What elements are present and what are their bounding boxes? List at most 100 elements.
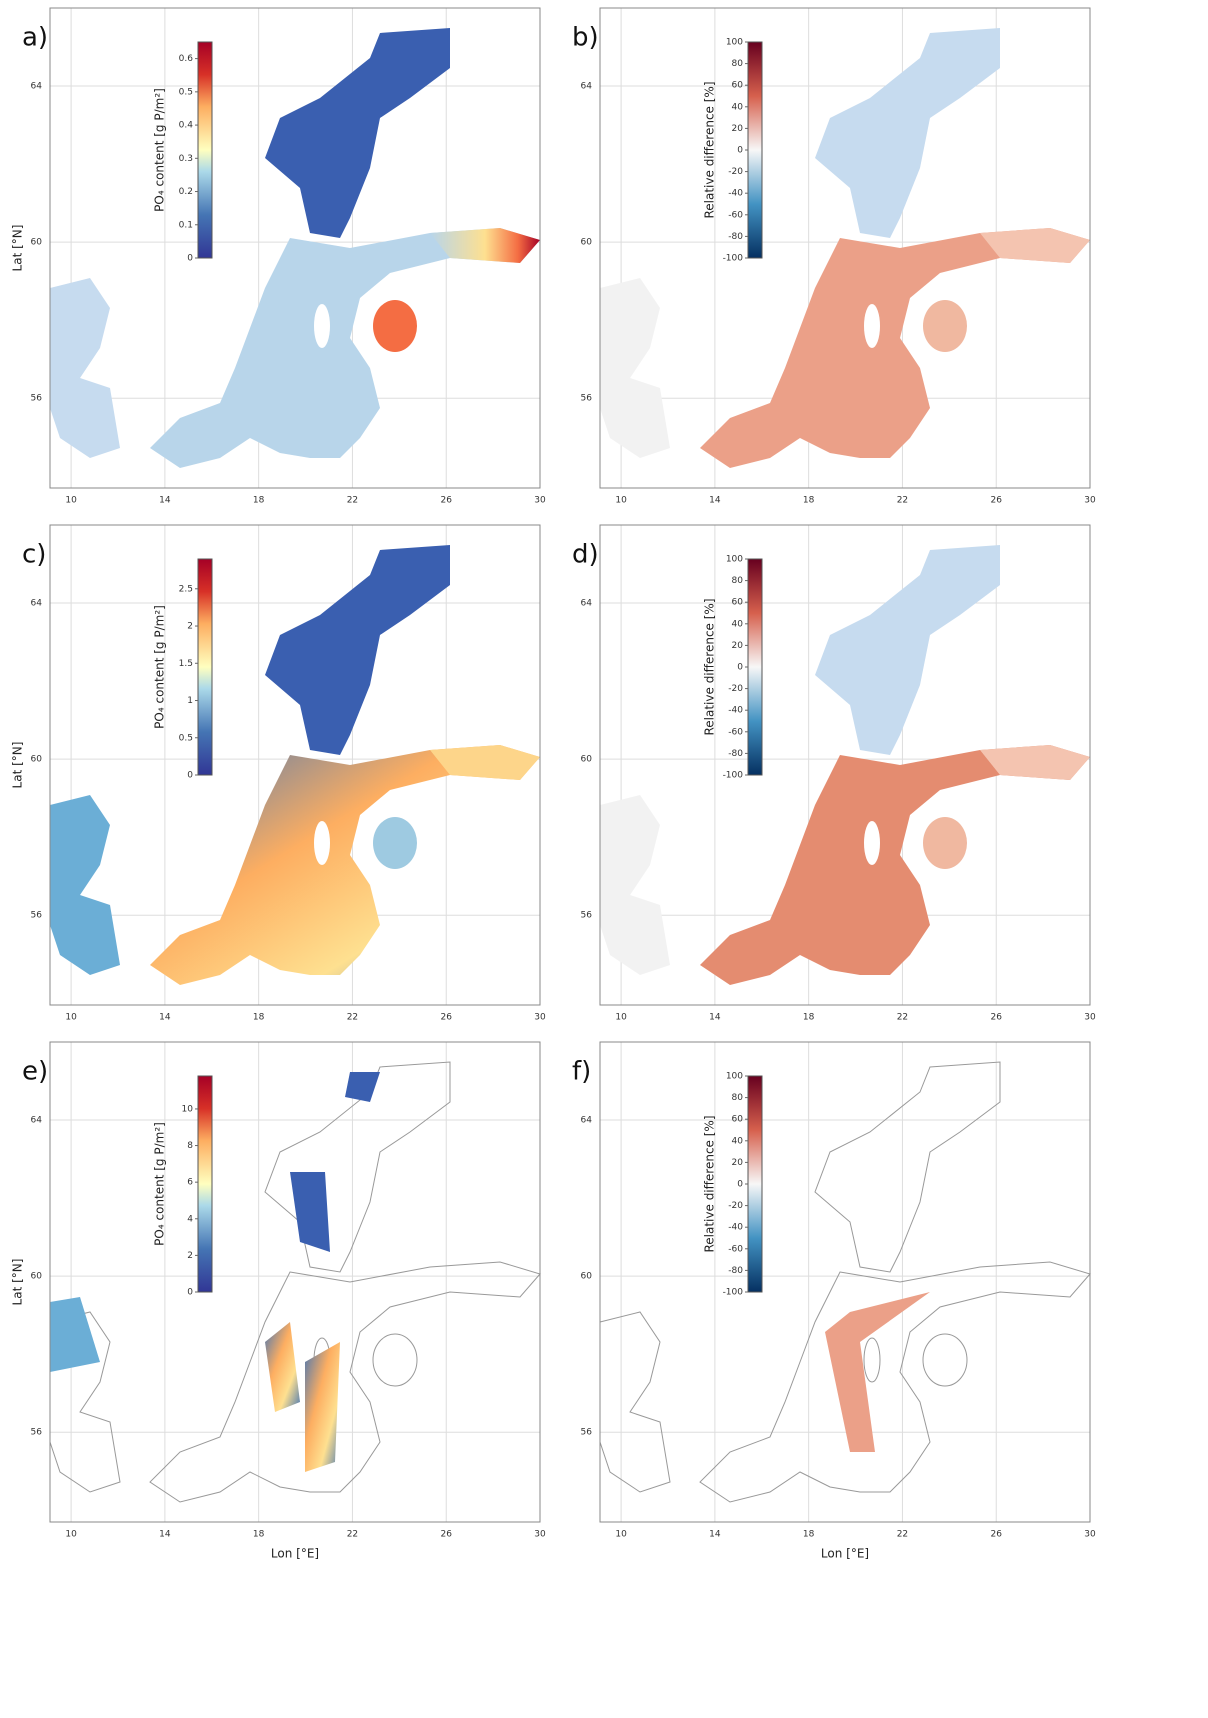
map-panel: 10 14 18 22 26 30 56 60 64 f) -100 -80 -60 -40 -20 0 20 4… bbox=[572, 1041, 1096, 1540]
colorbar-tick-label: 2 bbox=[187, 1251, 193, 1261]
colorbar-tick-label: -80 bbox=[728, 232, 743, 242]
colorbar-tick-label: -80 bbox=[728, 749, 743, 759]
y-tick-label: 56 bbox=[31, 1428, 43, 1438]
colorbar bbox=[197, 1075, 213, 1293]
colorbar-tick-label: -100 bbox=[723, 254, 744, 264]
x-tick-label: 10 bbox=[615, 1013, 627, 1023]
panel-letter: c) bbox=[22, 540, 46, 570]
sea-area bbox=[150, 745, 540, 985]
sea-area bbox=[305, 1342, 340, 1472]
x-tick-label: 18 bbox=[253, 1013, 265, 1023]
colorbar-tick-label: 0.2 bbox=[179, 187, 193, 197]
colorbar-tick-label: 1 bbox=[187, 696, 193, 706]
y-axis-label: Lat [°N] bbox=[11, 742, 25, 789]
y-tick-label: 64 bbox=[31, 1116, 43, 1126]
colorbar bbox=[747, 558, 763, 776]
gulf-of-riga bbox=[923, 817, 967, 869]
x-tick-label: 30 bbox=[1084, 496, 1096, 506]
y-tick-label: 60 bbox=[31, 1272, 43, 1282]
colorbar-tick-label: 0.4 bbox=[179, 121, 194, 131]
colorbar-tick-label: 0 bbox=[737, 663, 743, 673]
panel-letter: f) bbox=[572, 1057, 591, 1087]
panel-letter: d) bbox=[572, 540, 599, 570]
y-tick-label: 60 bbox=[581, 1272, 593, 1282]
sea-area bbox=[600, 795, 670, 975]
x-axis-label: Lon [°E] bbox=[271, 1547, 319, 1561]
colorbar-tick-label: -20 bbox=[728, 167, 743, 177]
x-tick-label: 14 bbox=[709, 1530, 721, 1540]
y-tick-label: 56 bbox=[581, 1428, 593, 1438]
colorbar-tick-label: 0 bbox=[187, 254, 193, 264]
island bbox=[864, 304, 880, 348]
y-tick-label: 64 bbox=[581, 599, 593, 609]
y-tick-label: 56 bbox=[581, 911, 593, 921]
x-tick-label: 10 bbox=[65, 496, 77, 506]
colorbar-tick-label: 60 bbox=[732, 81, 744, 91]
sea-area bbox=[700, 745, 1090, 985]
plot-frame bbox=[49, 7, 541, 489]
x-tick-label: 18 bbox=[803, 496, 815, 506]
sea-area bbox=[814, 1061, 1001, 1273]
x-tick-label: 14 bbox=[709, 496, 721, 506]
colorbar-label: Relative difference [%] bbox=[703, 81, 717, 218]
colorbar-tick-label: 0.1 bbox=[179, 220, 193, 230]
colorbar-tick-label: 0.6 bbox=[179, 54, 194, 64]
sea-area bbox=[50, 795, 120, 975]
colorbar-label: Relative difference [%] bbox=[703, 1115, 717, 1252]
colorbar-label: PO₄ content [g P/m²] bbox=[153, 88, 167, 212]
y-axis-label: Lat [°N] bbox=[11, 225, 25, 272]
x-tick-label: 26 bbox=[440, 496, 452, 506]
x-tick-label: 10 bbox=[615, 496, 627, 506]
y-tick-label: 64 bbox=[31, 82, 43, 92]
colorbar-tick-label: 0.3 bbox=[179, 154, 193, 164]
x-tick-label: 14 bbox=[159, 1013, 171, 1023]
sea-area bbox=[699, 1261, 1091, 1503]
colorbar-tick-label: -20 bbox=[728, 1201, 743, 1211]
map-panel: 10 14 18 22 26 30 56 60 64 b) -100 -80 -60 -40 -20 0 20 4… bbox=[572, 7, 1096, 506]
x-tick-label: 26 bbox=[440, 1530, 452, 1540]
map-panel: 10 14 18 22 26 30 56 60 64 e) 0 2 4 6 8 10 PO₄ content [… bbox=[22, 1041, 546, 1540]
sea-area bbox=[50, 278, 120, 458]
x-tick-label: 14 bbox=[159, 1530, 171, 1540]
map-panel: 10 14 18 22 26 30 56 60 64 c) 0 0.5 1 1.5 2 2.5 PO₄ cont… bbox=[22, 524, 546, 1023]
colorbar-tick-label: -100 bbox=[723, 771, 744, 781]
sea-area bbox=[149, 1261, 541, 1503]
sea-area bbox=[430, 228, 540, 263]
sea-area bbox=[815, 545, 1000, 755]
colorbar-tick-label: 100 bbox=[726, 555, 743, 565]
plot-frame bbox=[599, 7, 1091, 489]
sea-area bbox=[345, 1072, 380, 1102]
colorbar-tick-label: -80 bbox=[728, 1266, 743, 1276]
colorbar-tick-label: 0.5 bbox=[179, 733, 193, 743]
colorbar-tick-label: 10 bbox=[182, 1104, 194, 1114]
sea-area bbox=[815, 28, 1000, 238]
map-panel: 10 14 18 22 26 30 56 60 64 a) 0 0.1 0.2 0.3 0.4 0.5 0.6 P… bbox=[22, 7, 546, 506]
colorbar-tick-label: 60 bbox=[732, 598, 744, 608]
colorbar-tick-label: -60 bbox=[728, 727, 743, 737]
island bbox=[314, 304, 330, 348]
sea-area bbox=[599, 1311, 671, 1493]
x-tick-label: 22 bbox=[897, 496, 908, 506]
sea-area bbox=[265, 545, 450, 755]
panel-letter: e) bbox=[22, 1057, 48, 1087]
sea-area bbox=[700, 228, 1090, 468]
x-tick-label: 14 bbox=[159, 496, 171, 506]
colorbar-tick-label: -40 bbox=[728, 189, 743, 199]
sea-area bbox=[265, 28, 450, 238]
island bbox=[863, 1337, 881, 1383]
island bbox=[314, 821, 330, 865]
plot-frame bbox=[599, 1041, 1091, 1523]
colorbar-tick-label: 0 bbox=[737, 146, 743, 156]
colorbar-tick-label: 0 bbox=[737, 1180, 743, 1190]
gulf-of-riga bbox=[372, 1333, 418, 1387]
colorbar-label: Relative difference [%] bbox=[703, 598, 717, 735]
colorbar-tick-label: -40 bbox=[728, 1223, 743, 1233]
colorbar-tick-label: 80 bbox=[732, 1093, 744, 1103]
sea-area bbox=[150, 228, 540, 468]
y-axis-label: Lat [°N] bbox=[11, 1259, 25, 1306]
x-tick-label: 10 bbox=[65, 1013, 77, 1023]
colorbar-tick-label: 0 bbox=[187, 771, 193, 781]
colorbar-tick-label: 20 bbox=[732, 641, 744, 651]
y-tick-label: 60 bbox=[31, 755, 43, 765]
colorbar-tick-label: 40 bbox=[732, 102, 744, 112]
